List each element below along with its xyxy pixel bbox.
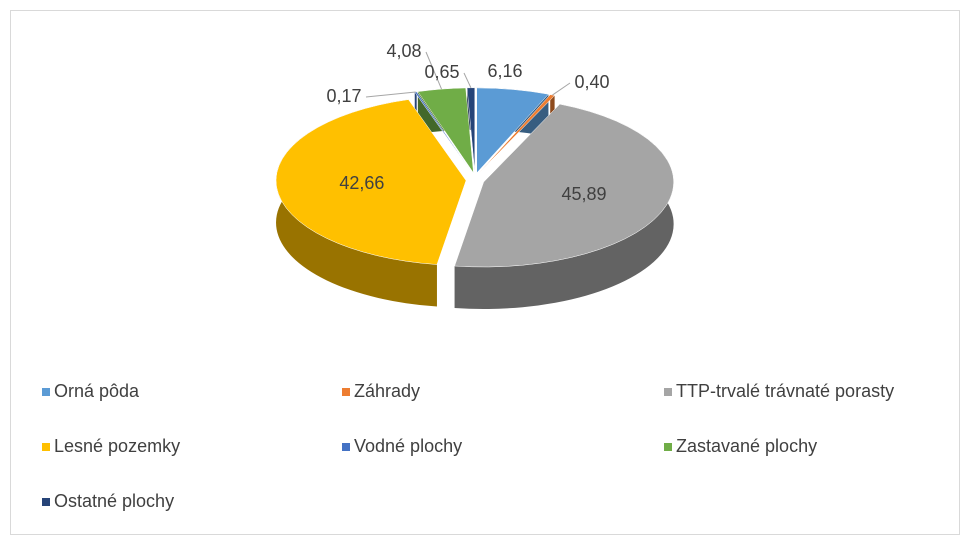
legend-swatch: [342, 443, 350, 451]
legend-label: TTP-trvalé trávnaté porasty: [676, 381, 894, 401]
pie-slice: [417, 87, 474, 174]
data-label: 0,17: [326, 86, 361, 106]
legend-label: Záhrady: [354, 381, 420, 401]
pie-slice: [275, 99, 467, 265]
data-label: 0,40: [574, 72, 609, 92]
legend-label: Zastavané plochy: [676, 436, 817, 456]
leader-line: [552, 82, 571, 96]
legend-swatch: [42, 443, 50, 451]
legend-swatch: [42, 388, 50, 396]
data-label: 4,08: [386, 41, 421, 61]
legend-label: Vodné plochy: [354, 436, 462, 456]
leader-line: [425, 51, 442, 90]
legend-label: Ostatné plochy: [54, 491, 174, 511]
legend-swatch: [342, 388, 350, 396]
data-label: 0,65: [424, 62, 459, 82]
pie-slice: [454, 103, 674, 268]
legend-swatch: [42, 498, 50, 506]
data-label: 42,66: [339, 173, 384, 193]
pie-slice: [478, 94, 556, 174]
leader-line: [463, 72, 472, 89]
leader-line: [365, 91, 416, 98]
pie-slice: [476, 87, 549, 174]
data-label: 45,89: [561, 184, 606, 204]
legend-swatch: [664, 388, 672, 396]
data-label: 6,16: [487, 61, 522, 81]
legend-label: Orná pôda: [54, 381, 140, 401]
legend-swatch: [664, 443, 672, 451]
legend-label: Lesné pozemky: [54, 436, 180, 456]
